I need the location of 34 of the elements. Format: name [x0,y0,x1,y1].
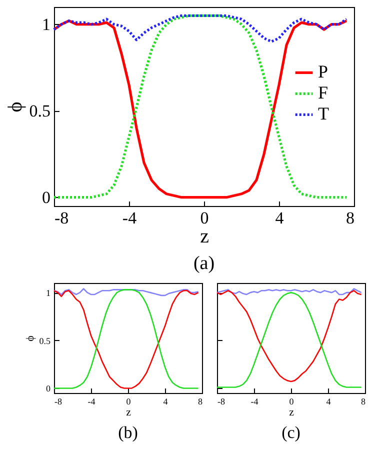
x-tick-label: 8 [346,208,354,228]
x-tick-label: 4 [163,396,168,406]
y-tick-label: 0.5 [39,336,51,346]
line-series [53,288,199,296]
x-tick-label: 8 [198,396,203,406]
y-tick-label: 1 [42,14,50,34]
x-tick-label: -4 [122,208,138,228]
legend-label: F [318,82,328,103]
x-tick-label: -4 [88,396,96,406]
line-series [52,14,348,43]
x-axis-title: z [200,226,210,248]
y-tick-label: 1 [46,288,50,298]
legend-label: T [318,104,329,124]
text: (b) [118,423,138,442]
x-tick-label: 0 [289,396,294,406]
x-tick-label: -8 [218,396,226,406]
x-axis-title: z [289,406,294,418]
y-tick-label: 0 [46,384,51,394]
text: (c) [282,423,300,442]
y-tick-label: 0 [42,188,50,207]
legend-label: P [318,62,328,82]
x-tick-label: -8 [54,396,62,406]
x-tick-label: 4 [326,396,332,406]
x-tick-label: -8 [54,208,69,228]
x-axis-title: z [126,406,132,418]
x-tick-label: 0 [200,208,209,228]
y-tick-label: 0.5 [29,101,50,120]
x-tick-label: -4 [250,396,259,406]
y-axis-title: ϕ [24,335,36,342]
y-axis-title: ϕ [4,102,26,112]
x-tick-label: 8 [361,396,366,406]
x-tick-label: 0 [126,396,132,406]
x-tick-label: 4 [275,208,284,228]
text: (a) [193,253,215,274]
